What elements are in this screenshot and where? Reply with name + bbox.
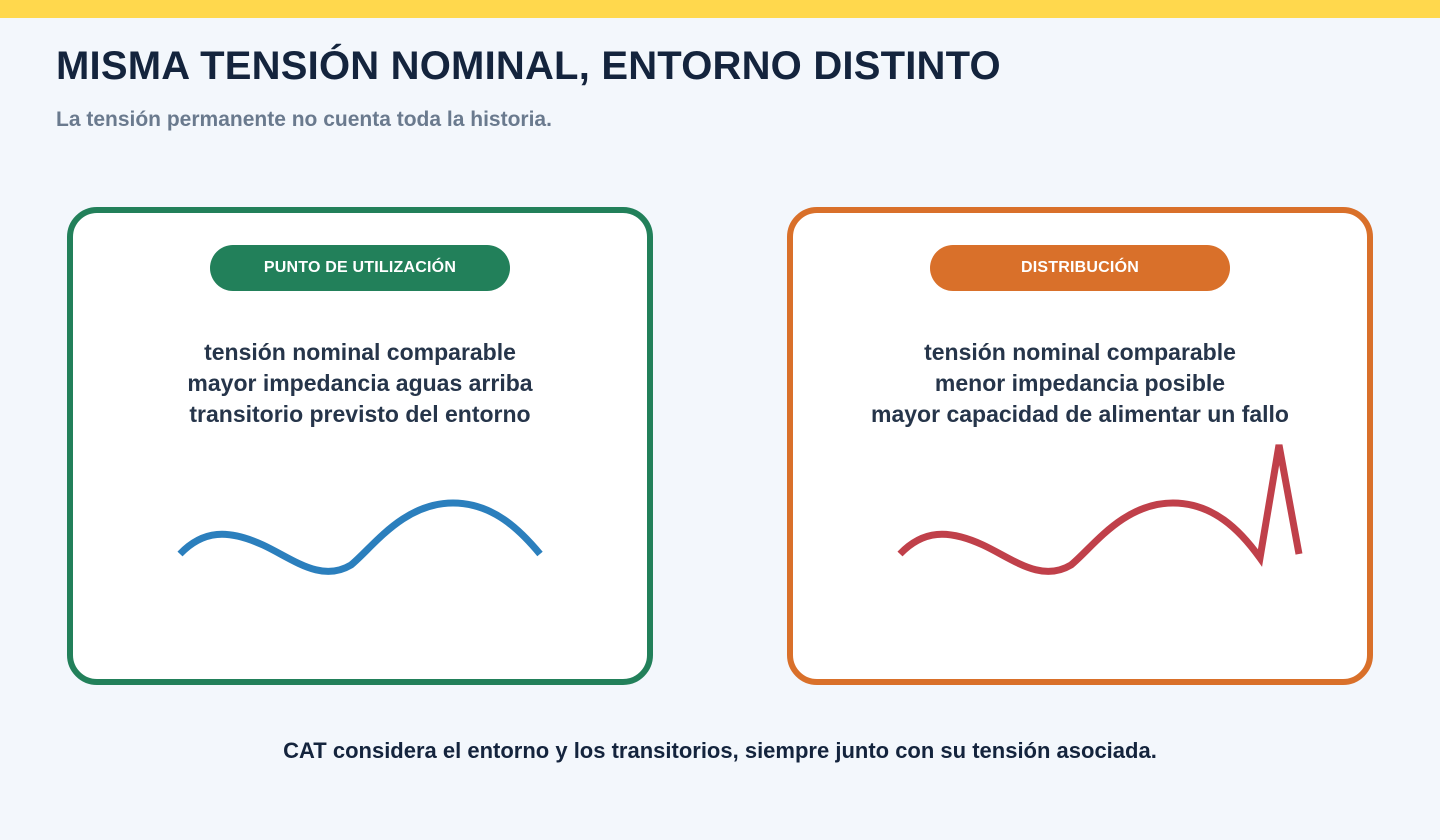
panel-line: tensión nominal comparable <box>924 339 1236 365</box>
panel-line: menor impedancia posible <box>934 370 1226 396</box>
top-accent-bar <box>0 0 1440 18</box>
panel-line: tensión nominal comparable <box>204 339 516 365</box>
page-title: MISMA TENSIÓN NOMINAL, ENTORNO DISTINTO <box>56 44 1001 88</box>
smooth-waveform-icon <box>177 499 543 575</box>
panel-label-badge: PUNTO DE UTILIZACIÓN <box>210 245 510 291</box>
page-subtitle: La tensión permanente no cuenta toda la … <box>56 108 552 131</box>
panel-label-badge: DISTRIBUCIÓN <box>930 245 1230 291</box>
panel-line: mayor capacidad de alimentar un fallo <box>871 401 1289 427</box>
panel-line: transitorio previsto del entorno <box>189 401 531 427</box>
panel-distribucion: DISTRIBUCIÓN tensión nominal comparable … <box>787 207 1373 685</box>
panel-description: tensión nominal comparable menor impedan… <box>793 337 1367 430</box>
waveform-path <box>177 499 543 575</box>
spike-waveform-icon <box>897 444 1303 575</box>
panel-line: mayor impedancia aguas arriba <box>187 370 533 396</box>
waveform-path <box>897 444 1303 575</box>
panel-description: tensión nominal comparable mayor impedan… <box>73 337 647 430</box>
panel-punto-de-utilizacion: PUNTO DE UTILIZACIÓN tensión nominal com… <box>67 207 653 685</box>
footer-note: CAT considera el entorno y los transitor… <box>283 738 1157 763</box>
